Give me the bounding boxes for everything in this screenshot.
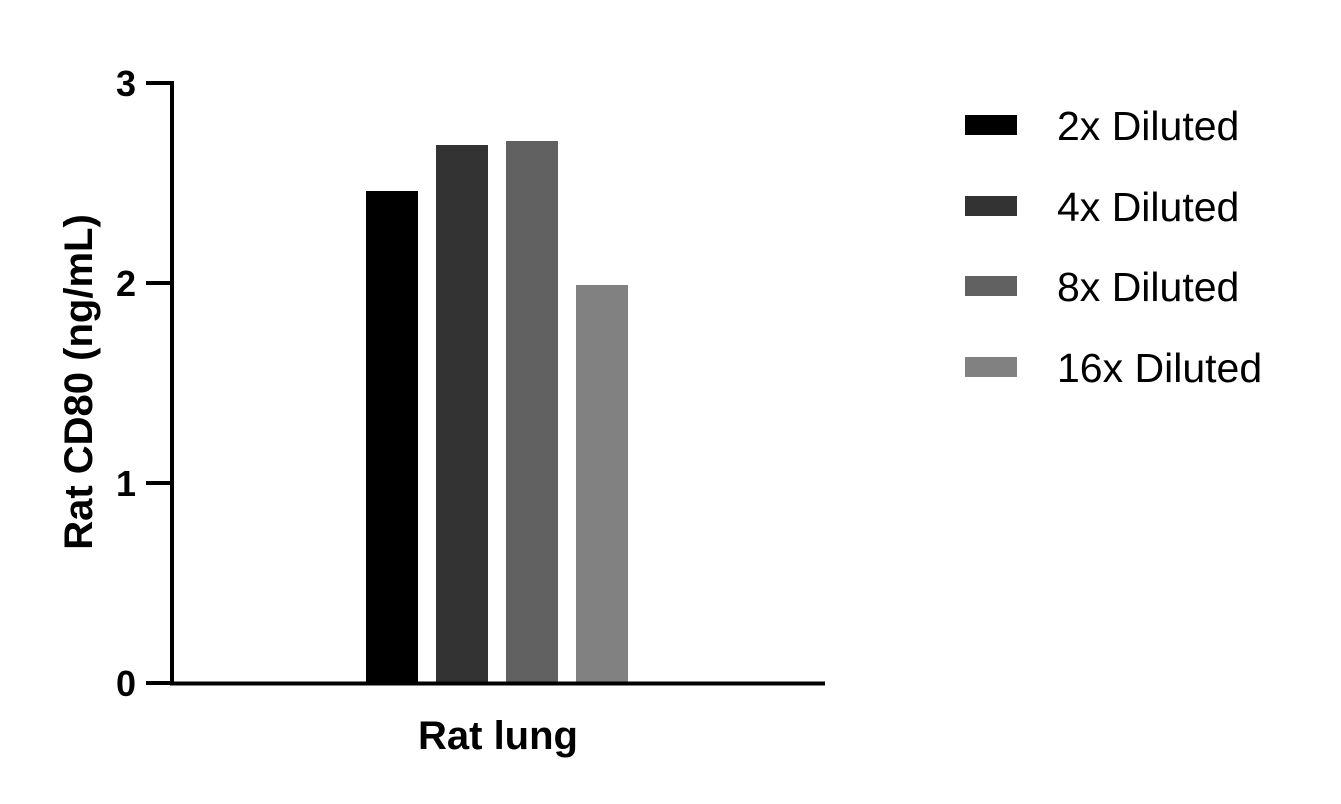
legend-label: 2x Diluted [1057, 103, 1239, 149]
bars-group [366, 141, 628, 683]
legend-label: 16x Diluted [1057, 345, 1262, 391]
x-axis-category-label: Rat lung [418, 714, 578, 758]
y-tick-label: 1 [116, 463, 136, 504]
legend-swatch [965, 357, 1017, 377]
axes-group [170, 81, 825, 686]
y-tick-label: 3 [116, 63, 136, 104]
bar-2x-diluted [366, 191, 418, 683]
y-axis-title: Rat CD80 (ng/mL) [57, 214, 101, 550]
y-tick-label: 0 [116, 663, 136, 704]
legend-swatch [965, 115, 1017, 135]
legend-swatch [965, 276, 1017, 296]
bar-16x-diluted [576, 285, 628, 683]
y-tick-label: 2 [116, 263, 136, 304]
legend-label: 4x Diluted [1057, 184, 1239, 230]
y-ticks-group: 0 1 2 3 [116, 63, 172, 704]
bar-4x-diluted [436, 145, 488, 683]
bar-8x-diluted [506, 141, 558, 683]
legend: 2x Diluted 4x Diluted 8x Diluted 16x Dilute… [965, 103, 1262, 391]
legend-swatch [965, 196, 1017, 216]
legend-label: 8x Diluted [1057, 264, 1239, 310]
